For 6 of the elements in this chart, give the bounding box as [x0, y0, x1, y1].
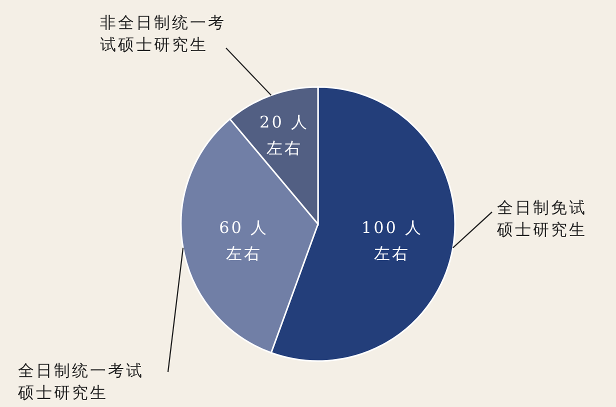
data-label: 20 人左右 [260, 112, 309, 158]
data-label: 100 人左右 [361, 218, 424, 264]
slice-label: 非全日制统一考试硕士研究生 [100, 13, 226, 54]
slice-label: 全日制统一考试硕士研究生 [17, 361, 144, 402]
data-label: 60 人左右 [219, 218, 269, 264]
slice-label: 全日制免试硕士研究生 [496, 198, 587, 239]
